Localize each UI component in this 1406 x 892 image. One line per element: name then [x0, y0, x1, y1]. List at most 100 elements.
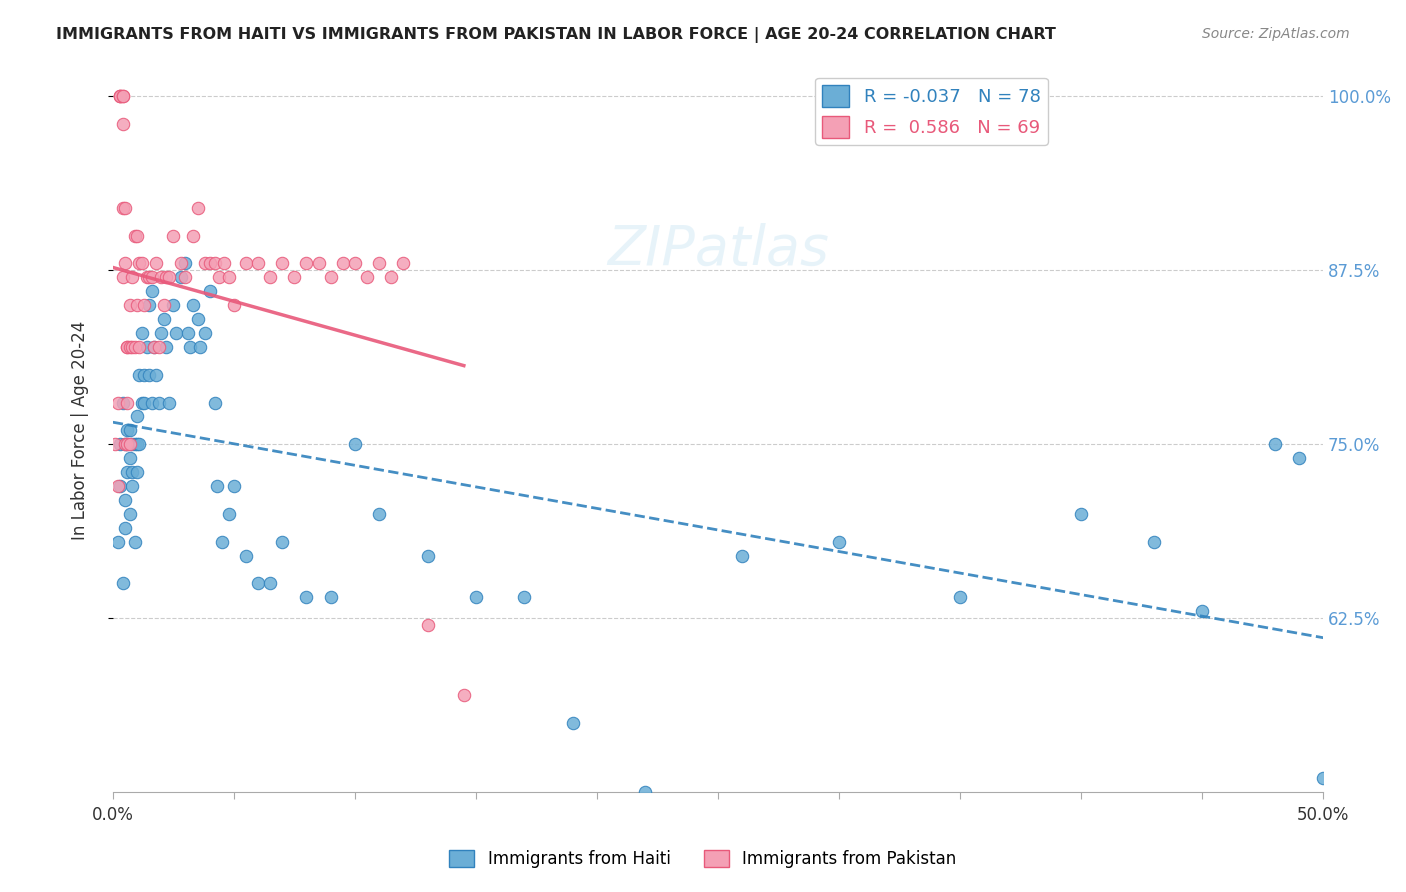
Point: [114, 437, 136, 451]
Point: [218, 507, 240, 521]
Point: [198, 256, 221, 270]
Point: [259, 576, 281, 591]
Point: [121, 465, 143, 479]
Text: Source: ZipAtlas.com: Source: ZipAtlas.com: [1202, 27, 1350, 41]
Point: [392, 256, 415, 270]
Point: [117, 424, 139, 438]
Text: 0.0%: 0.0%: [91, 806, 134, 824]
Point: [194, 326, 217, 340]
Point: [1312, 772, 1334, 786]
Legend: Immigrants from Haiti, Immigrants from Pakistan: Immigrants from Haiti, Immigrants from P…: [443, 843, 963, 875]
Point: [124, 534, 146, 549]
Point: [107, 479, 129, 493]
Point: [107, 395, 129, 409]
Point: [128, 340, 150, 354]
Point: [235, 549, 257, 563]
Point: [174, 270, 197, 285]
Point: [222, 479, 245, 493]
Point: [169, 256, 191, 270]
Point: [513, 591, 536, 605]
Point: [187, 201, 209, 215]
Point: [125, 409, 148, 424]
Point: [125, 437, 148, 451]
Point: [138, 298, 160, 312]
Point: [117, 340, 139, 354]
Point: [1143, 534, 1166, 549]
Point: [111, 89, 134, 103]
Point: [148, 340, 170, 354]
Point: [205, 479, 228, 493]
Point: [162, 298, 184, 312]
Point: [222, 298, 245, 312]
Point: [125, 298, 148, 312]
Point: [138, 368, 160, 382]
Point: [108, 479, 131, 493]
Point: [128, 437, 150, 451]
Point: [131, 256, 153, 270]
Point: [204, 256, 226, 270]
Point: [165, 326, 187, 340]
Point: [118, 340, 141, 354]
Point: [188, 340, 211, 354]
Point: [143, 340, 166, 354]
Point: [271, 256, 294, 270]
Point: [271, 534, 294, 549]
Point: [343, 256, 366, 270]
Point: [138, 270, 160, 285]
Point: [128, 256, 150, 270]
Point: [155, 270, 177, 285]
Point: [634, 785, 657, 799]
Point: [118, 437, 141, 451]
Point: [108, 89, 131, 103]
Point: [465, 591, 488, 605]
Point: [143, 340, 166, 354]
Point: [247, 576, 270, 591]
Point: [1264, 437, 1286, 451]
Point: [150, 326, 173, 340]
Point: [125, 465, 148, 479]
Point: [380, 270, 402, 285]
Point: [121, 437, 143, 451]
Point: [121, 340, 143, 354]
Point: [117, 437, 139, 451]
Point: [131, 395, 153, 409]
Point: [117, 340, 139, 354]
Point: [118, 507, 141, 521]
Point: [343, 437, 366, 451]
Point: [181, 228, 204, 243]
Point: [204, 395, 226, 409]
Text: ZIPatlas: ZIPatlas: [607, 223, 830, 276]
Point: [416, 618, 439, 632]
Point: [453, 688, 475, 702]
Point: [150, 270, 173, 285]
Point: [134, 368, 156, 382]
Point: [319, 270, 342, 285]
Point: [1070, 507, 1092, 521]
Point: [141, 395, 163, 409]
Point: [152, 298, 174, 312]
Point: [235, 256, 257, 270]
Point: [111, 89, 134, 103]
Point: [118, 424, 141, 438]
Point: [114, 256, 136, 270]
Point: [157, 270, 180, 285]
Point: [247, 256, 270, 270]
Point: [1288, 451, 1310, 466]
Point: [114, 521, 136, 535]
Point: [308, 256, 330, 270]
Point: [356, 270, 378, 285]
Point: [134, 298, 156, 312]
Point: [141, 270, 163, 285]
Point: [194, 256, 217, 270]
Point: [121, 479, 143, 493]
Point: [1191, 604, 1213, 618]
Point: [111, 576, 134, 591]
Point: [416, 549, 439, 563]
Point: [162, 228, 184, 243]
Point: [108, 89, 131, 103]
Point: [211, 534, 233, 549]
Point: [114, 201, 136, 215]
Point: [111, 270, 134, 285]
Point: [561, 715, 583, 730]
Point: [169, 270, 191, 285]
